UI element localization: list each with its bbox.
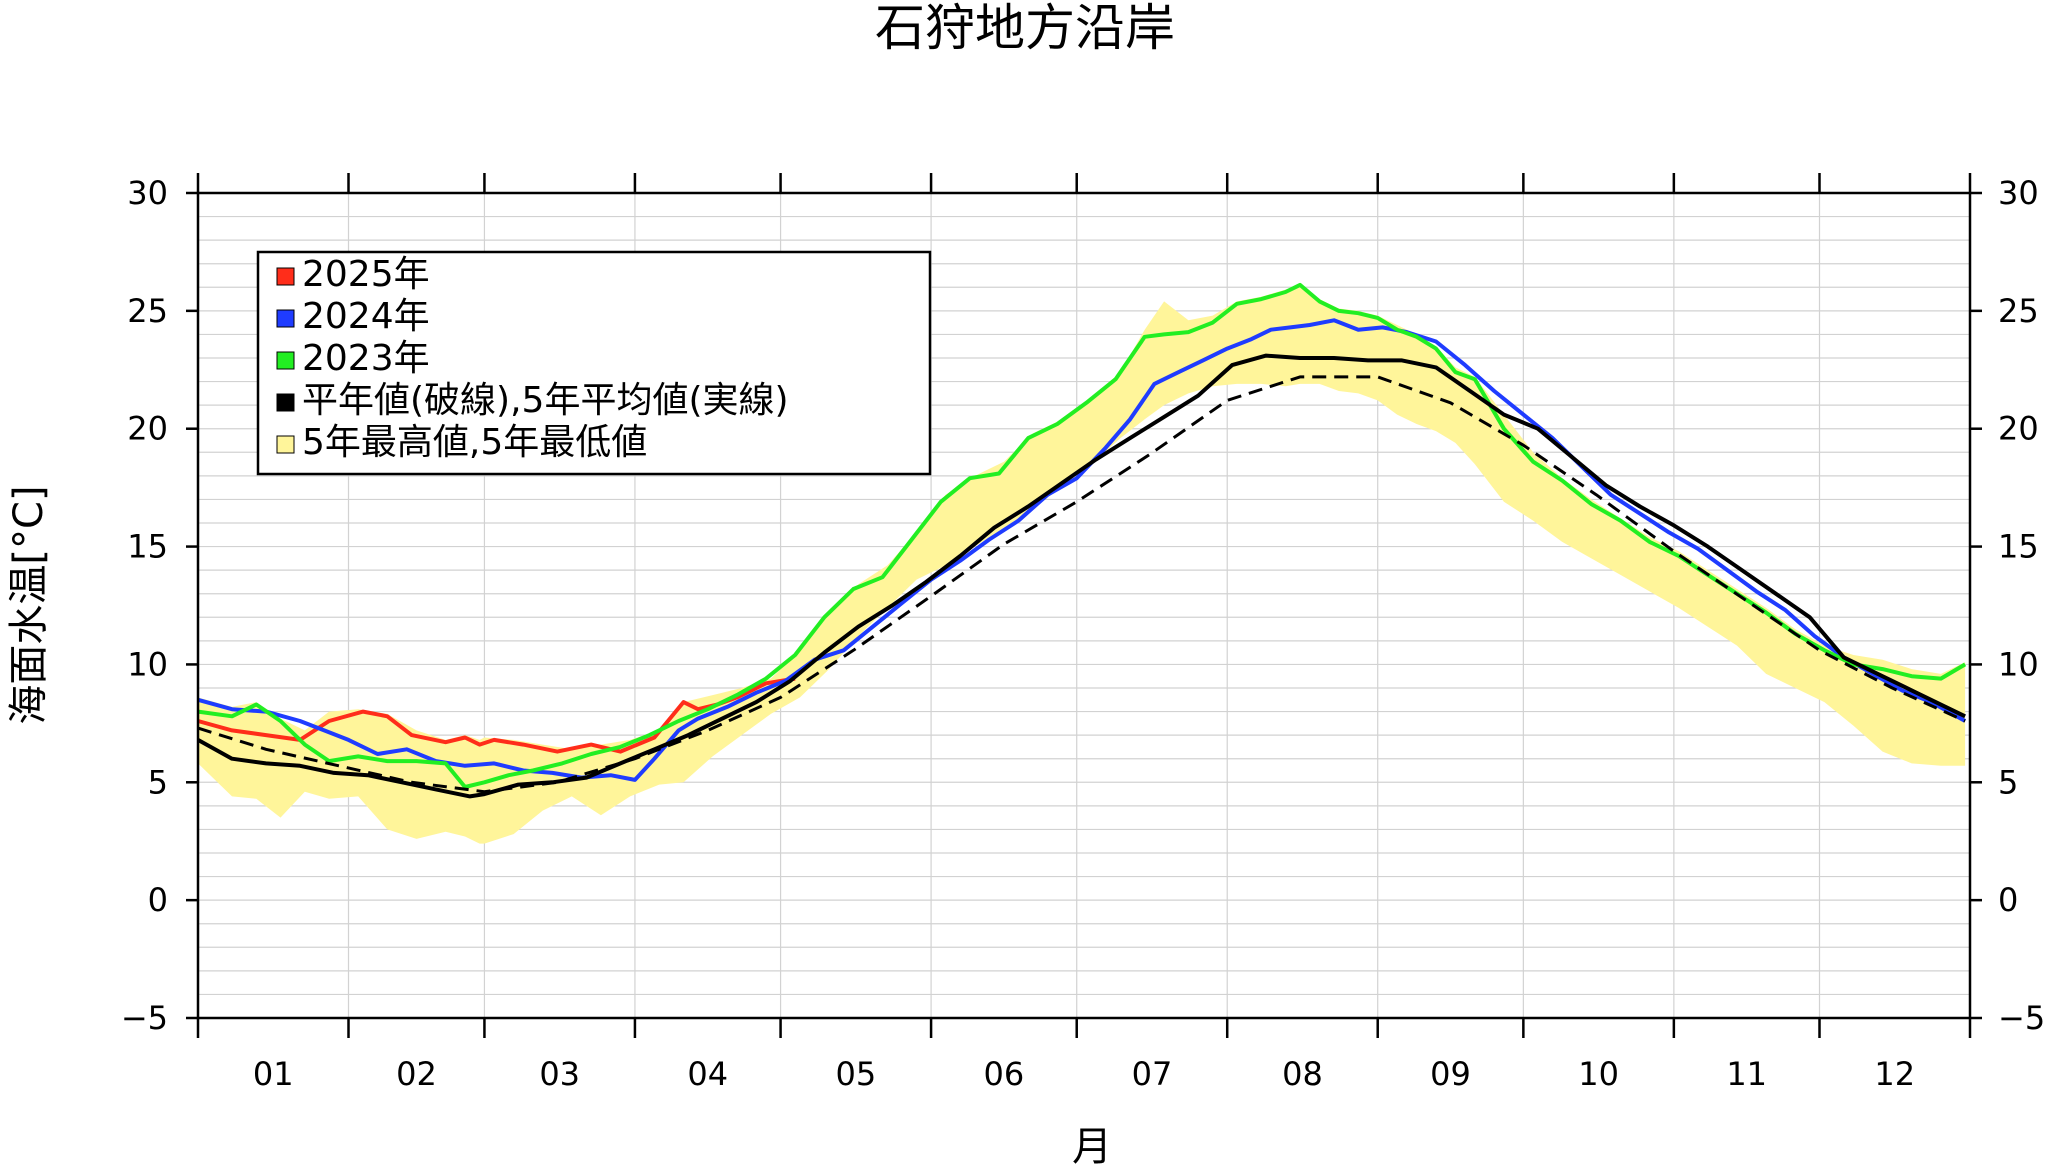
x-tick-label: 01 (253, 1055, 294, 1093)
series-line (197, 353, 1966, 799)
legend-swatch (276, 435, 295, 454)
legend-label: 2024年 (302, 296, 430, 337)
legend-swatch (276, 351, 295, 370)
x-tick-label: 08 (1282, 1055, 1323, 1093)
legend-label: 2023年 (302, 338, 430, 379)
max-min-band (198, 284, 1966, 844)
y-tick-label: −5 (121, 999, 168, 1037)
y-tick-label-right: 20 (1998, 410, 2039, 448)
x-tick-label: 09 (1430, 1055, 1471, 1093)
y-tick-label: 20 (127, 410, 168, 448)
legend: 2025年2024年2023年平年値(破線),5年平均値(実線)5年最高値,5年… (256, 250, 932, 476)
legend-swatch (276, 267, 295, 286)
y-axis-label: 海面水温[°C] (6, 485, 52, 724)
y-tick-label-right: 25 (1998, 292, 2039, 330)
x-tick-label: 04 (687, 1055, 728, 1093)
x-tick-label: 06 (984, 1055, 1025, 1093)
y-tick-label-right: 30 (1998, 174, 2039, 212)
x-tick-label: 03 (539, 1055, 580, 1093)
legend-label: 2025年 (302, 254, 430, 295)
legend-items: 2025年2024年2023年平年値(破線),5年平均値(実線)5年最高値,5年… (276, 254, 789, 463)
y-tick-label: 10 (127, 645, 168, 683)
plot-frame (196, 191, 1972, 1020)
series-line (197, 375, 1966, 794)
legend-label: 5年最高値,5年最低値 (302, 422, 647, 463)
x-tick-label: 10 (1578, 1055, 1619, 1093)
x-tick-label: 11 (1726, 1055, 1767, 1093)
x-tick-label: 07 (1132, 1055, 1173, 1093)
chart-title: 石狩地方沿岸 (875, 0, 1175, 57)
band-layer (198, 284, 1966, 844)
y-tick-label-right: 5 (1998, 763, 2018, 801)
legend-label: 平年値(破線),5年平均値(実線) (302, 380, 789, 421)
y-tick-label: 30 (127, 174, 168, 212)
y-tick-label: 25 (127, 292, 168, 330)
y-tick-label: 5 (148, 763, 168, 801)
x-tick-label: 02 (396, 1055, 437, 1093)
legend-box (256, 250, 932, 476)
y-tick-label: 0 (148, 881, 168, 919)
x-tick-label: 12 (1874, 1055, 1915, 1093)
y-tick-label-right: 0 (1998, 881, 2018, 919)
series-layer (197, 282, 1967, 799)
x-tick-label: 05 (835, 1055, 876, 1093)
y-tick-label-right: −5 (1998, 999, 2045, 1037)
series-line (197, 318, 1967, 782)
y-tick-label-right: 10 (1998, 645, 2039, 683)
legend-swatch (276, 309, 295, 328)
y-tick-label-right: 15 (1998, 528, 2039, 566)
series-line (197, 282, 1967, 789)
legend-swatch (276, 393, 295, 412)
x-axis-label: 月 (1072, 1124, 1112, 1166)
y-tick-label: 15 (127, 528, 168, 566)
